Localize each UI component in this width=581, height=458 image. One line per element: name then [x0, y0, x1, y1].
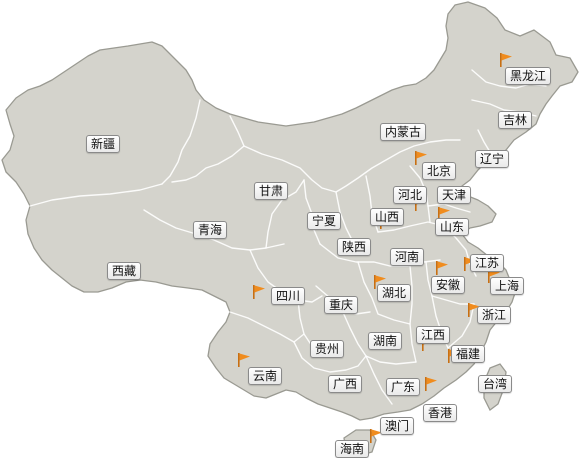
flag-icon[interactable]	[434, 260, 450, 276]
province-label-zhejiang[interactable]: 浙江	[477, 306, 512, 324]
province-label-sichuan[interactable]: 四川	[271, 287, 306, 305]
province-label-jiangxi[interactable]: 江西	[416, 326, 451, 344]
province-label-heilongjiang[interactable]: 黑龙江	[505, 67, 552, 85]
province-label-hunan[interactable]: 湖南	[368, 332, 403, 350]
province-label-yunnan[interactable]: 云南	[248, 367, 283, 385]
flag-icon[interactable]	[498, 52, 514, 68]
province-borders	[29, 69, 547, 405]
province-label-xizang[interactable]: 西藏	[107, 262, 142, 280]
flag-icon[interactable]	[423, 376, 439, 392]
province-label-jiangsu[interactable]: 江苏	[470, 254, 505, 272]
flag-icon[interactable]	[466, 302, 482, 318]
province-label-qinghai[interactable]: 青海	[193, 221, 228, 239]
province-label-hubei[interactable]: 湖北	[377, 284, 412, 302]
province-label-aomen[interactable]: 澳门	[380, 417, 415, 435]
province-label-shanxi[interactable]: 山西	[370, 208, 405, 226]
province-label-neimenggu[interactable]: 内蒙古	[380, 123, 427, 141]
province-label-guangxi[interactable]: 广西	[328, 375, 363, 393]
flag-icon[interactable]	[413, 150, 429, 166]
province-label-chongqing[interactable]: 重庆	[324, 296, 359, 314]
flag-icon[interactable]	[372, 274, 388, 290]
province-label-guizhou[interactable]: 贵州	[310, 340, 345, 358]
flag-icon[interactable]	[368, 428, 384, 444]
province-label-tianjin[interactable]: 天津	[437, 186, 472, 204]
province-label-fujian[interactable]: 福建	[451, 345, 486, 363]
province-label-guangdong[interactable]: 广东	[386, 378, 421, 396]
flag-icon[interactable]	[436, 206, 452, 222]
province-label-hebei[interactable]: 河北	[393, 186, 428, 204]
province-label-xianggang[interactable]: 香港	[423, 404, 458, 422]
province-label-gansu[interactable]: 甘肃	[254, 182, 289, 200]
province-label-henan[interactable]: 河南	[390, 248, 425, 266]
province-label-shandong[interactable]: 山东	[435, 218, 470, 236]
province-label-beijing[interactable]: 北京	[422, 162, 457, 180]
flag-icon[interactable]	[251, 284, 267, 300]
mainland-outline	[1, 1, 579, 421]
province-label-anhui[interactable]: 安徽	[431, 276, 466, 294]
province-label-liaoning[interactable]: 辽宁	[475, 150, 510, 168]
province-label-jilin[interactable]: 吉林	[498, 111, 533, 129]
flag-icon[interactable]	[236, 352, 252, 368]
province-label-shanghai[interactable]: 上海	[490, 277, 525, 295]
province-label-shaanxi[interactable]: 陕西	[337, 238, 372, 256]
province-label-xinjiang[interactable]: 新疆	[86, 135, 121, 153]
province-label-hainan[interactable]: 海南	[335, 440, 370, 458]
province-label-ningxia[interactable]: 宁夏	[307, 212, 342, 230]
province-label-taiwan[interactable]: 台湾	[478, 375, 513, 393]
